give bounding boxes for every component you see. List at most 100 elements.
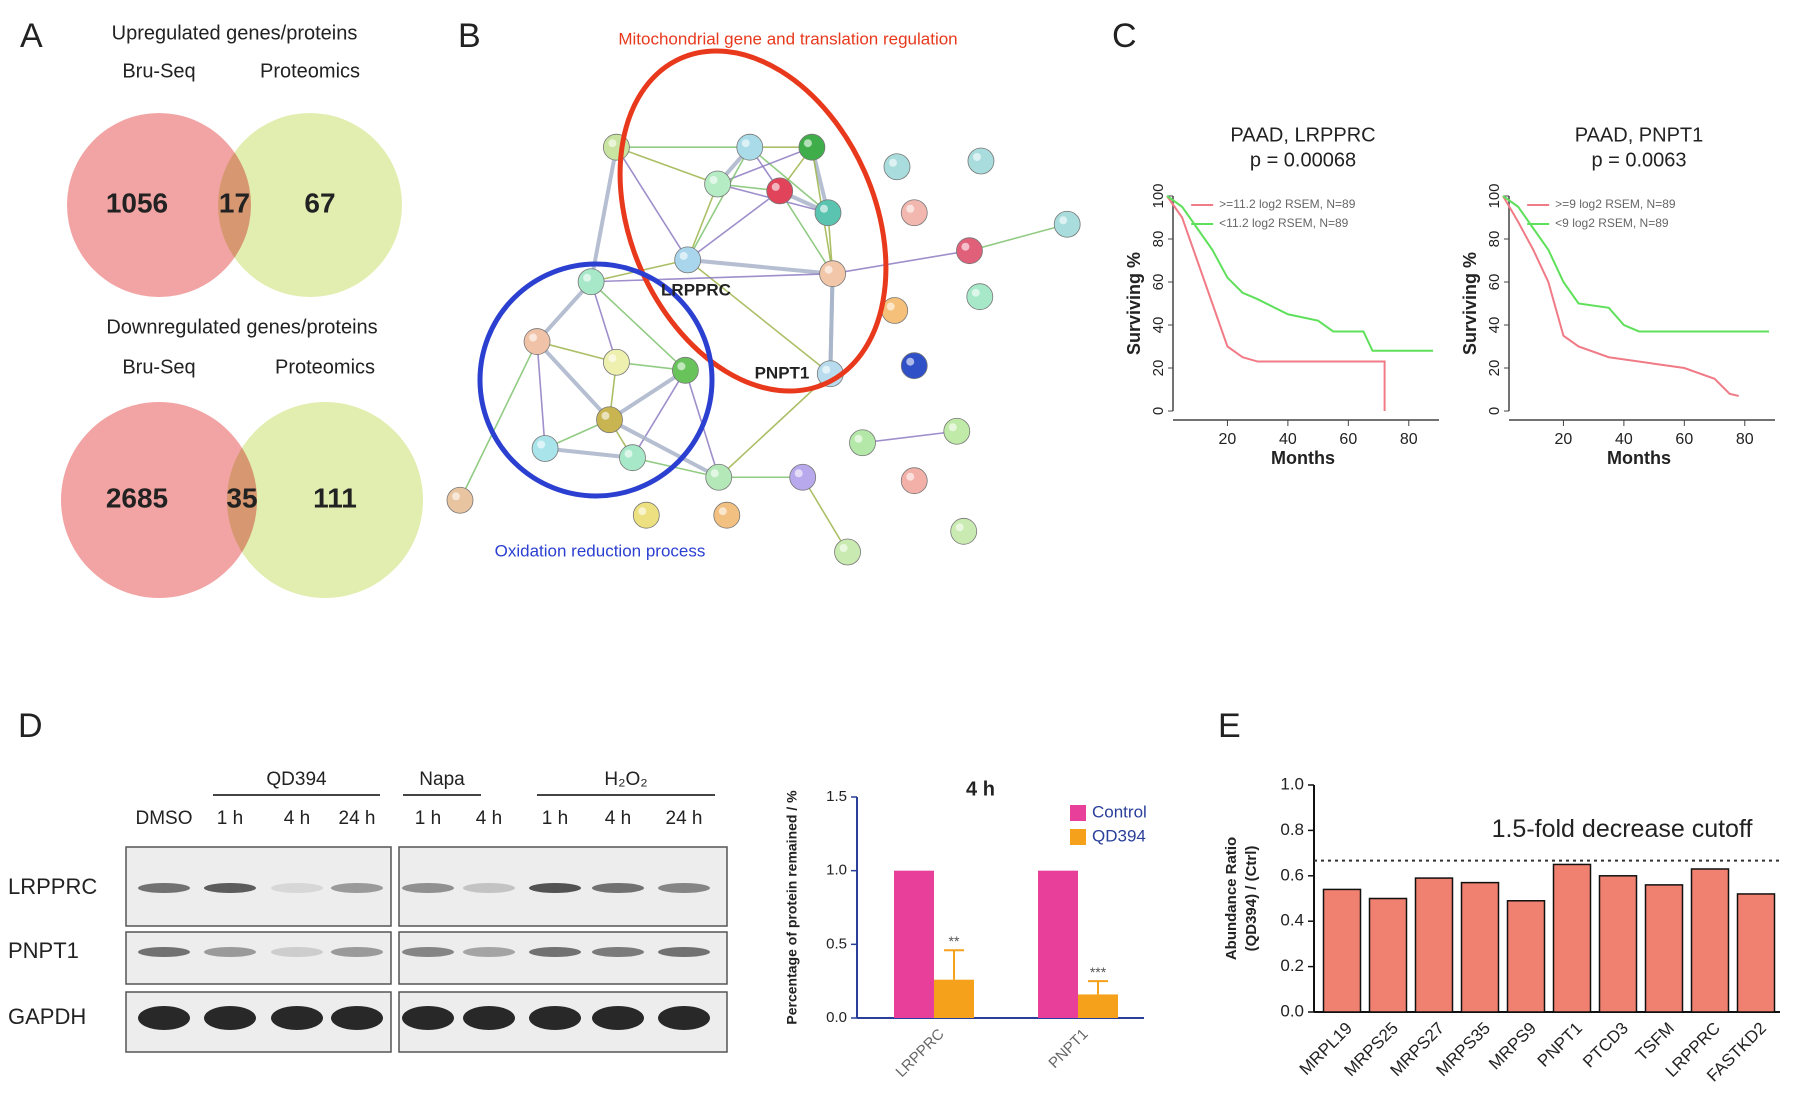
x-tick-label: PNPT1: [1534, 1019, 1586, 1071]
set-label: Bru-Seq: [122, 60, 195, 82]
x-axis-label: Months: [1271, 448, 1335, 468]
network-node: [766, 177, 794, 205]
x-tick-label: 20: [1219, 431, 1237, 448]
network-node: [900, 352, 928, 380]
network-node: [672, 356, 699, 384]
y-tick-label: 100: [1150, 183, 1167, 208]
chart-title: PAAD, LRPPRC: [1230, 124, 1375, 146]
x-tick-label: 40: [1279, 431, 1297, 448]
network-edge: [686, 183, 719, 261]
network-edge: [615, 146, 689, 261]
blot-band: [658, 947, 710, 957]
node-highlight: [839, 544, 848, 552]
y-tick-label: 20: [1486, 360, 1503, 377]
network-edge: [589, 146, 619, 283]
x-tick-label: 60: [1675, 431, 1693, 448]
network-edge: [535, 280, 593, 343]
venn-count: 111: [313, 482, 357, 513]
cluster-label: Oxidation reduction process: [495, 541, 706, 560]
blot-band: [402, 947, 454, 957]
x-axis-label: Months: [1607, 448, 1671, 468]
blot-band: [271, 947, 323, 957]
bar: [1368, 897, 1408, 1013]
network-node: [819, 260, 846, 288]
network-edge: [535, 340, 611, 422]
y-tick-label: 20: [1150, 360, 1167, 377]
x-tick-label: PTCD3: [1579, 1019, 1632, 1072]
legend-label: >=9 log2 RSEM, N=89: [1555, 197, 1676, 211]
bar: [1644, 884, 1684, 1013]
bar: [1414, 877, 1454, 1013]
legend-label: >=11.2 log2 RSEM, N=89: [1219, 197, 1356, 211]
bar: [1078, 994, 1118, 1018]
panel-label: C: [1112, 17, 1137, 55]
network-node: [956, 237, 983, 265]
blot-frame: [125, 931, 392, 985]
node-highlight: [608, 139, 617, 148]
chart-subtitle: p = 0.00068: [1250, 149, 1356, 171]
network-node: [967, 147, 995, 175]
venn-circle: [61, 402, 257, 598]
lane-label: 4 h: [284, 808, 310, 829]
protein-label: LRPPRC: [8, 874, 97, 899]
panel-label: D: [18, 707, 43, 745]
blot-band: [463, 1006, 515, 1030]
survival-curve: [1166, 195, 1386, 411]
blot-band: [529, 1006, 581, 1030]
group-label: H₂O₂: [604, 769, 647, 790]
set-label: Proteomics: [275, 356, 375, 378]
venn-count: 2685: [106, 482, 168, 513]
network-edge: [687, 259, 831, 375]
network-edge: [802, 476, 849, 553]
network-node: [950, 517, 978, 545]
network-node: [523, 328, 551, 355]
legend-swatch: [1070, 829, 1086, 845]
network-edge: [779, 190, 834, 275]
network-node: [446, 486, 474, 514]
blot-band: [204, 883, 256, 893]
bar: [1506, 900, 1546, 1013]
node-highlight: [889, 158, 897, 167]
venn-circle: [67, 113, 251, 297]
blot-band: [138, 1006, 190, 1030]
chart-subtitle: p = 0.0063: [1591, 149, 1686, 171]
venn-count: 67: [304, 187, 335, 218]
legend-label: QD394: [1092, 826, 1146, 845]
node-highlight: [608, 354, 617, 363]
bar: [894, 870, 934, 1018]
bar: [1322, 888, 1362, 1013]
significance: **: [949, 933, 960, 949]
blot-band: [463, 947, 515, 957]
blot-band: [204, 1006, 256, 1030]
network-edge: [536, 341, 546, 449]
node-highlight: [718, 507, 727, 516]
lane-label: 24 h: [666, 808, 703, 829]
reference-label: 1.5-fold decrease cutoff: [1492, 815, 1753, 843]
y-tick-label: 40: [1486, 317, 1503, 334]
node-highlight: [452, 492, 460, 501]
blot-band: [402, 1006, 454, 1030]
x-tick-label: 80: [1736, 431, 1754, 448]
y-tick-label: 60: [1486, 274, 1503, 291]
cluster-label: Mitochondrial gene and translation regul…: [618, 29, 957, 48]
venn-circle: [227, 402, 423, 598]
blot-band: [402, 883, 454, 893]
bar: [934, 979, 974, 1018]
node-highlight: [822, 365, 831, 374]
legend-label: Control: [1092, 802, 1147, 821]
y-axis-label: (QD394) / (Ctrl): [1243, 846, 1260, 952]
network-node: [849, 429, 876, 457]
node-label: PNPT1: [755, 363, 810, 382]
node-highlight: [677, 362, 686, 371]
venn-count: 1056: [106, 187, 168, 218]
blot-band: [138, 883, 190, 893]
y-tick-label: 0.8: [1280, 820, 1304, 839]
network-node: [705, 463, 733, 491]
blot-band: [658, 1006, 710, 1030]
legend-swatch: [1070, 805, 1086, 821]
node-highlight: [1059, 216, 1068, 225]
group-label: Napa: [419, 769, 465, 790]
network-edge: [616, 146, 718, 185]
lane-label: 24 h: [339, 808, 376, 829]
bar: [1690, 868, 1730, 1013]
